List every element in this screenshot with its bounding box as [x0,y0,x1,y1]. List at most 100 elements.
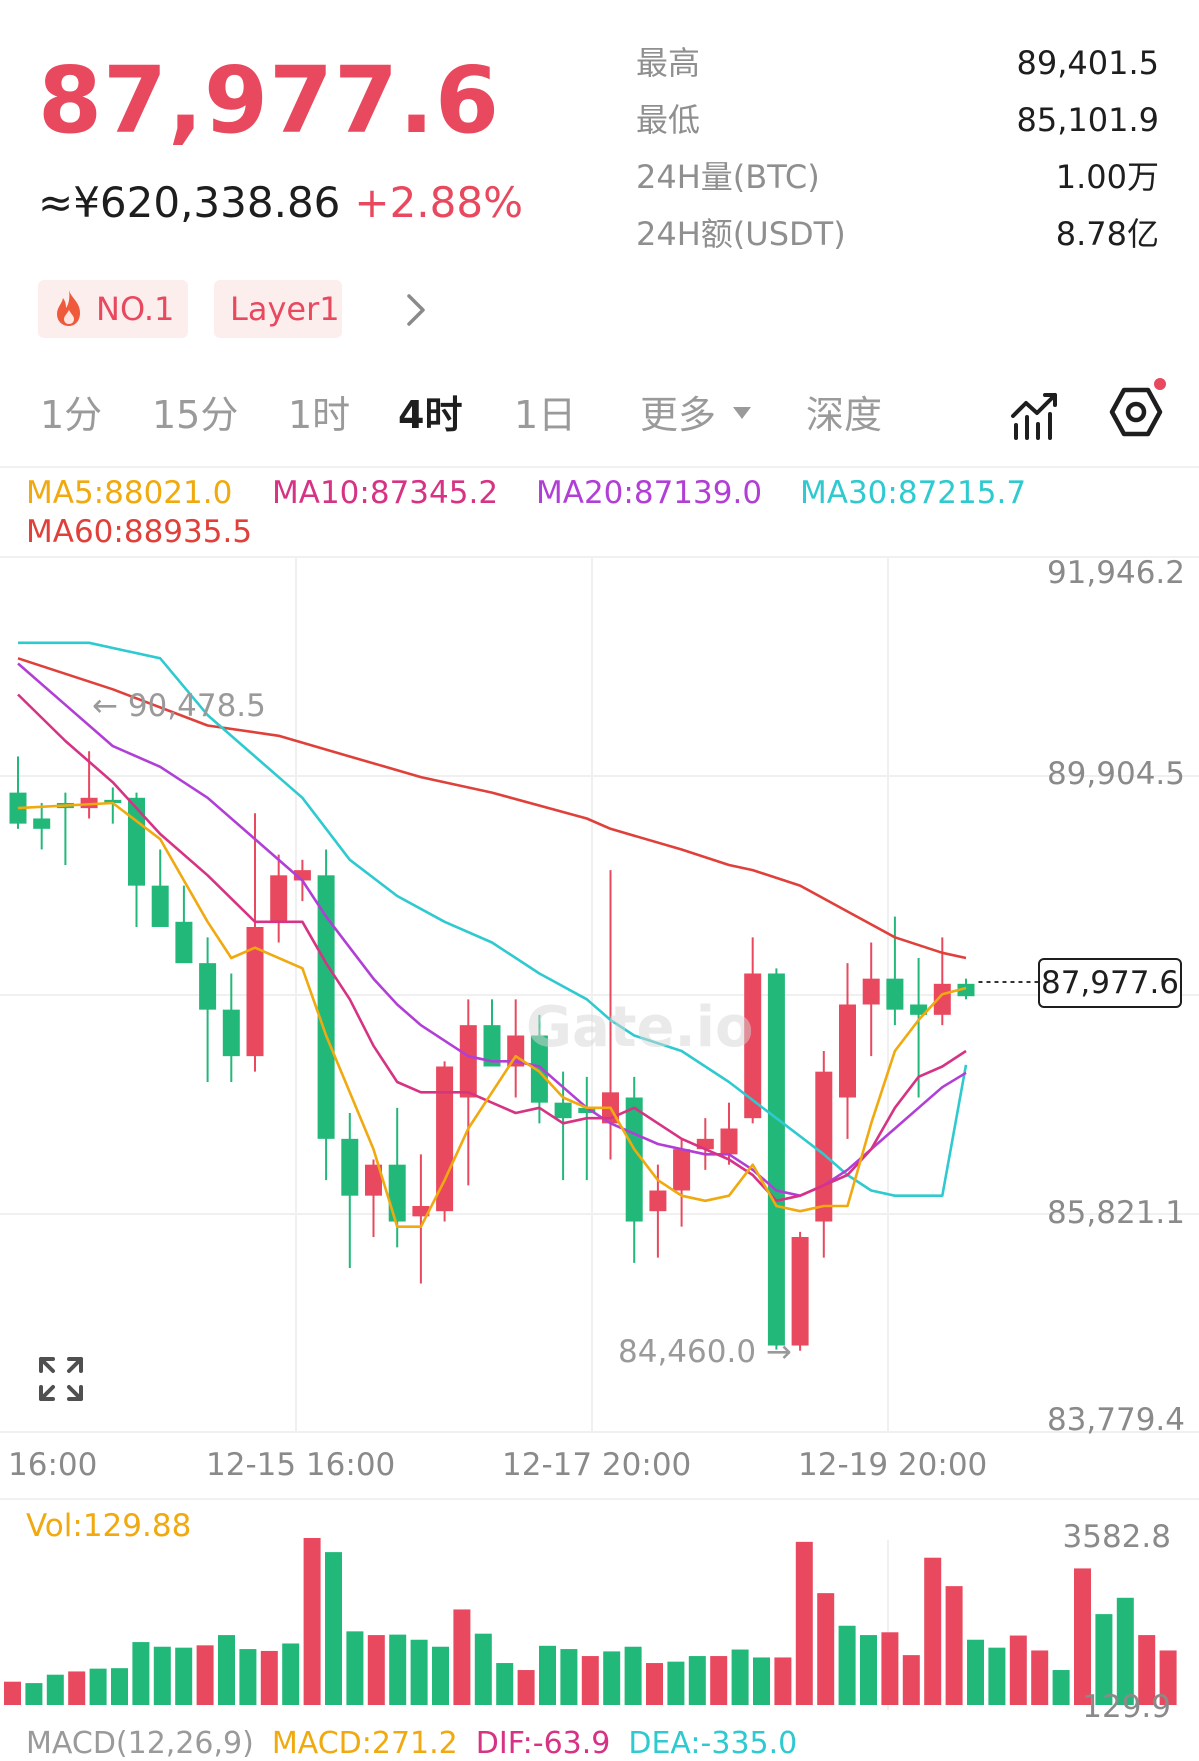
volume-bar [453,1609,471,1705]
volume-bar [539,1645,556,1705]
rank-tag[interactable]: NO.1 [38,280,188,338]
volume-bar [410,1639,428,1705]
volume-bar [838,1625,856,1705]
ma5-value: MA5:88021.0 [26,475,233,511]
volume-bar [924,1557,942,1705]
volume-bar [25,1683,43,1705]
x-tick-label: 16:00 [8,1447,98,1483]
volume-bar [196,1645,214,1705]
category-label: Layer1 [230,290,340,328]
candle-body [436,1066,454,1212]
candle-body [744,973,762,1119]
settings-icon[interactable] [1104,378,1168,442]
volume-bar [560,1649,578,1705]
ma30-value: MA30:87215.7 [800,475,1027,511]
volume-bar [153,1646,171,1705]
volume-bar [496,1663,514,1705]
volume-bar [218,1635,235,1705]
volume-bar [68,1671,86,1705]
volume-bar [111,1668,128,1705]
candle-body [673,1149,691,1191]
candle-body [365,1164,382,1196]
tab-1m[interactable]: 1分 [40,393,103,437]
caret-down-icon [733,407,752,419]
ma30-line [18,641,968,1197]
macd-value: MACD:271.2 [271,1726,458,1761]
candle-body [933,983,951,1015]
volume-bar [1052,1670,1070,1705]
volume-bar [881,1632,899,1705]
volume-bar [89,1668,107,1705]
stat-turnover-value: 8.78亿 [1055,215,1159,253]
volume-min-label: 129.9 [1082,1689,1171,1725]
fullscreen-icon[interactable] [38,1356,84,1402]
candle-body [625,1097,643,1222]
x-tick-label: 12-19 20:00 [798,1447,988,1483]
candle-body [293,870,311,881]
ma20-line [17,662,967,1197]
macd-row: MACD(12,26,9) MACD:271.2 DIF:-63.9 DEA:-335… [26,1726,797,1761]
volume-bar [282,1643,300,1705]
stat-turnover-label: 24H额(USDT) [636,215,846,253]
volume-bar [774,1657,792,1705]
ma10-line [17,693,967,1203]
candle-body [530,1035,548,1103]
tab-1h[interactable]: 1时 [288,393,351,437]
candle-body [886,978,904,1010]
tab-depth[interactable]: 深度 [806,393,883,437]
candle-body [767,973,785,1346]
volume-bar [367,1635,385,1705]
tab-more[interactable]: 更多 [640,396,752,434]
volume-bar [603,1651,621,1705]
y-tick-label: 85,821.1 [1046,1195,1185,1231]
cny-price-row: ≈¥620,338.86 +2.88% [38,182,523,224]
notification-dot [1154,378,1166,390]
cny-price: ≈¥620,338.86 [38,178,341,227]
category-tag[interactable]: Layer1 [214,280,342,338]
volume-divider [0,1498,1199,1500]
candle-body [910,1004,928,1015]
candle-body [459,1025,477,1098]
volume-bar [667,1661,685,1705]
candle-body [554,1102,572,1119]
candle-body [80,797,98,809]
chevron-right-icon[interactable] [404,292,428,328]
volume-bar [624,1646,642,1705]
fire-icon [57,290,80,326]
tab-15m[interactable]: 15分 [152,393,239,437]
ma60-value: MA60:88935.5 [26,514,253,550]
volume-bar [1031,1650,1049,1705]
volume-label: Vol:129.88 [26,1508,192,1544]
tab-4h[interactable]: 4时 [398,393,463,437]
volume-bar [646,1663,663,1705]
last-price-marker: 87,977.6 [1038,958,1182,1008]
max-price-annotation: ← 90,478.5 [92,688,266,724]
candle-body [720,1128,738,1155]
candle-body [815,1071,833,1222]
volume-bar [1074,1568,1091,1705]
candle-body [317,875,335,1139]
candle-body [222,1009,240,1057]
last-price: 87,977.6 [38,47,500,154]
volume-bar [432,1646,449,1705]
volume-max-label: 3582.8 [1062,1519,1171,1555]
volume-bar [902,1655,920,1705]
volume-bar [710,1656,728,1705]
volume-bar [688,1656,706,1705]
volume-bar [4,1681,21,1705]
volume-bar [945,1586,963,1705]
dif-value: DIF:-63.9 [475,1726,611,1761]
candle-body [341,1138,359,1196]
volume-bar [260,1650,278,1705]
tab-1d[interactable]: 1日 [514,393,577,437]
volume-bar [795,1541,813,1705]
indicator-chart-icon[interactable] [1010,390,1060,440]
candle-body [412,1206,430,1217]
candle-body [791,1237,809,1346]
volume-bar [581,1656,599,1705]
volume-bar [132,1642,150,1705]
rank-label: NO.1 [96,290,175,328]
x-tick-label: 12-17 20:00 [502,1447,692,1483]
candle-body [388,1164,406,1222]
